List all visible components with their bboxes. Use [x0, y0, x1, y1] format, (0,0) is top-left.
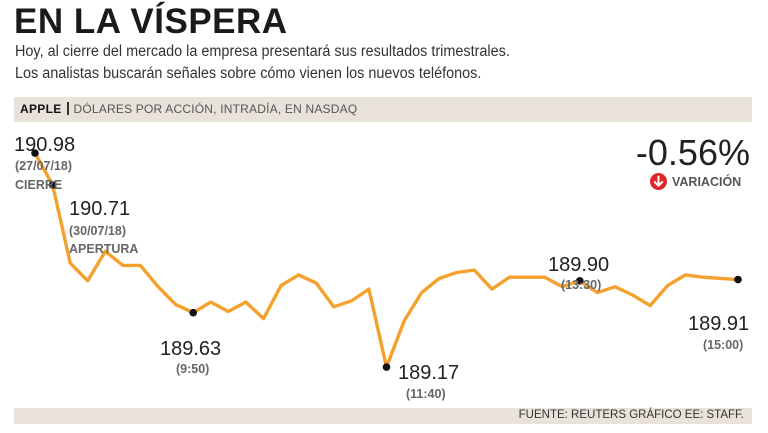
data-marker-20 [382, 363, 391, 371]
chart-units-description: DÓLARES POR ACCIÓN, INTRADÍA, EN NASDAQ [73, 102, 358, 116]
footer-band: FUENTE: REUTERS GRÁFICO EE: STAFF. [14, 408, 752, 424]
open-value-label: 190.71 [69, 198, 131, 220]
company-name: APPLE [20, 102, 62, 116]
marker-layer [31, 149, 742, 371]
p950-value-label: 189.63 [160, 338, 222, 360]
p950-time-label: (9:50) [176, 362, 210, 376]
p1330-value-label: 189.90 [548, 254, 610, 276]
data-marker-9 [189, 308, 197, 317]
chart-header-band: APPLE DÓLARES POR ACCIÓN, INTRADÍA, EN NA… [14, 97, 752, 122]
data-marker-0 [31, 149, 39, 157]
open-date-label: (30/07/18) [69, 224, 126, 238]
source-credit: FUENTE: REUTERS GRÁFICO EE: STAFF. [518, 409, 744, 421]
down-arrow-icon [650, 173, 667, 190]
close-text-label: CIERRE [15, 178, 63, 192]
price-series-line [33, 151, 740, 369]
data-marker-1 [48, 181, 57, 189]
p1330-time-label: (13:30) [561, 278, 602, 292]
variation-indicator: VARIACIÓN [650, 173, 741, 190]
data-marker-31 [576, 277, 584, 285]
band-divider [66, 102, 69, 115]
p1140-value-label: 189.17 [398, 362, 460, 384]
variation-label: VARIACIÓN [672, 175, 742, 189]
variation-percent: -0.56% [635, 132, 750, 173]
open-text-label: APERTURA [69, 242, 139, 256]
subtitle-line-2: Los analistas buscarán señales sobre cóm… [15, 65, 482, 82]
close-date-label: (27/07/18) [15, 159, 72, 173]
subtitle-line-1: Hoy, al cierre del mercado la empresa pr… [15, 43, 510, 60]
p1500-value-label: 189.91 [688, 313, 750, 335]
page-title: EN LA VÍSPERA [14, 2, 288, 41]
close-value-label: 190.98 [14, 134, 76, 156]
p1140-time-label: (11:40) [406, 387, 446, 401]
p1500-time-label: (15:00) [703, 338, 744, 352]
data-marker-40 [734, 275, 742, 284]
